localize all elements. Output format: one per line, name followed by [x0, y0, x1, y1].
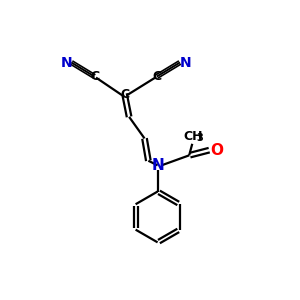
Text: C: C: [90, 70, 99, 83]
Text: C: C: [152, 70, 161, 83]
Text: N: N: [151, 158, 164, 173]
Text: C: C: [120, 88, 129, 101]
Text: CH: CH: [183, 130, 203, 142]
Text: O: O: [210, 143, 224, 158]
Text: N: N: [179, 56, 191, 70]
Text: N: N: [61, 56, 73, 70]
Text: 3: 3: [196, 134, 203, 143]
